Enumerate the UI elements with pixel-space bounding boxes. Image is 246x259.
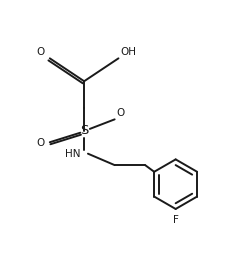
Text: O: O	[117, 109, 125, 118]
Text: F: F	[173, 215, 179, 225]
Text: HN: HN	[65, 149, 80, 159]
Text: O: O	[37, 138, 45, 148]
Text: O: O	[37, 47, 45, 57]
Text: OH: OH	[120, 47, 136, 57]
Text: S: S	[80, 124, 88, 137]
